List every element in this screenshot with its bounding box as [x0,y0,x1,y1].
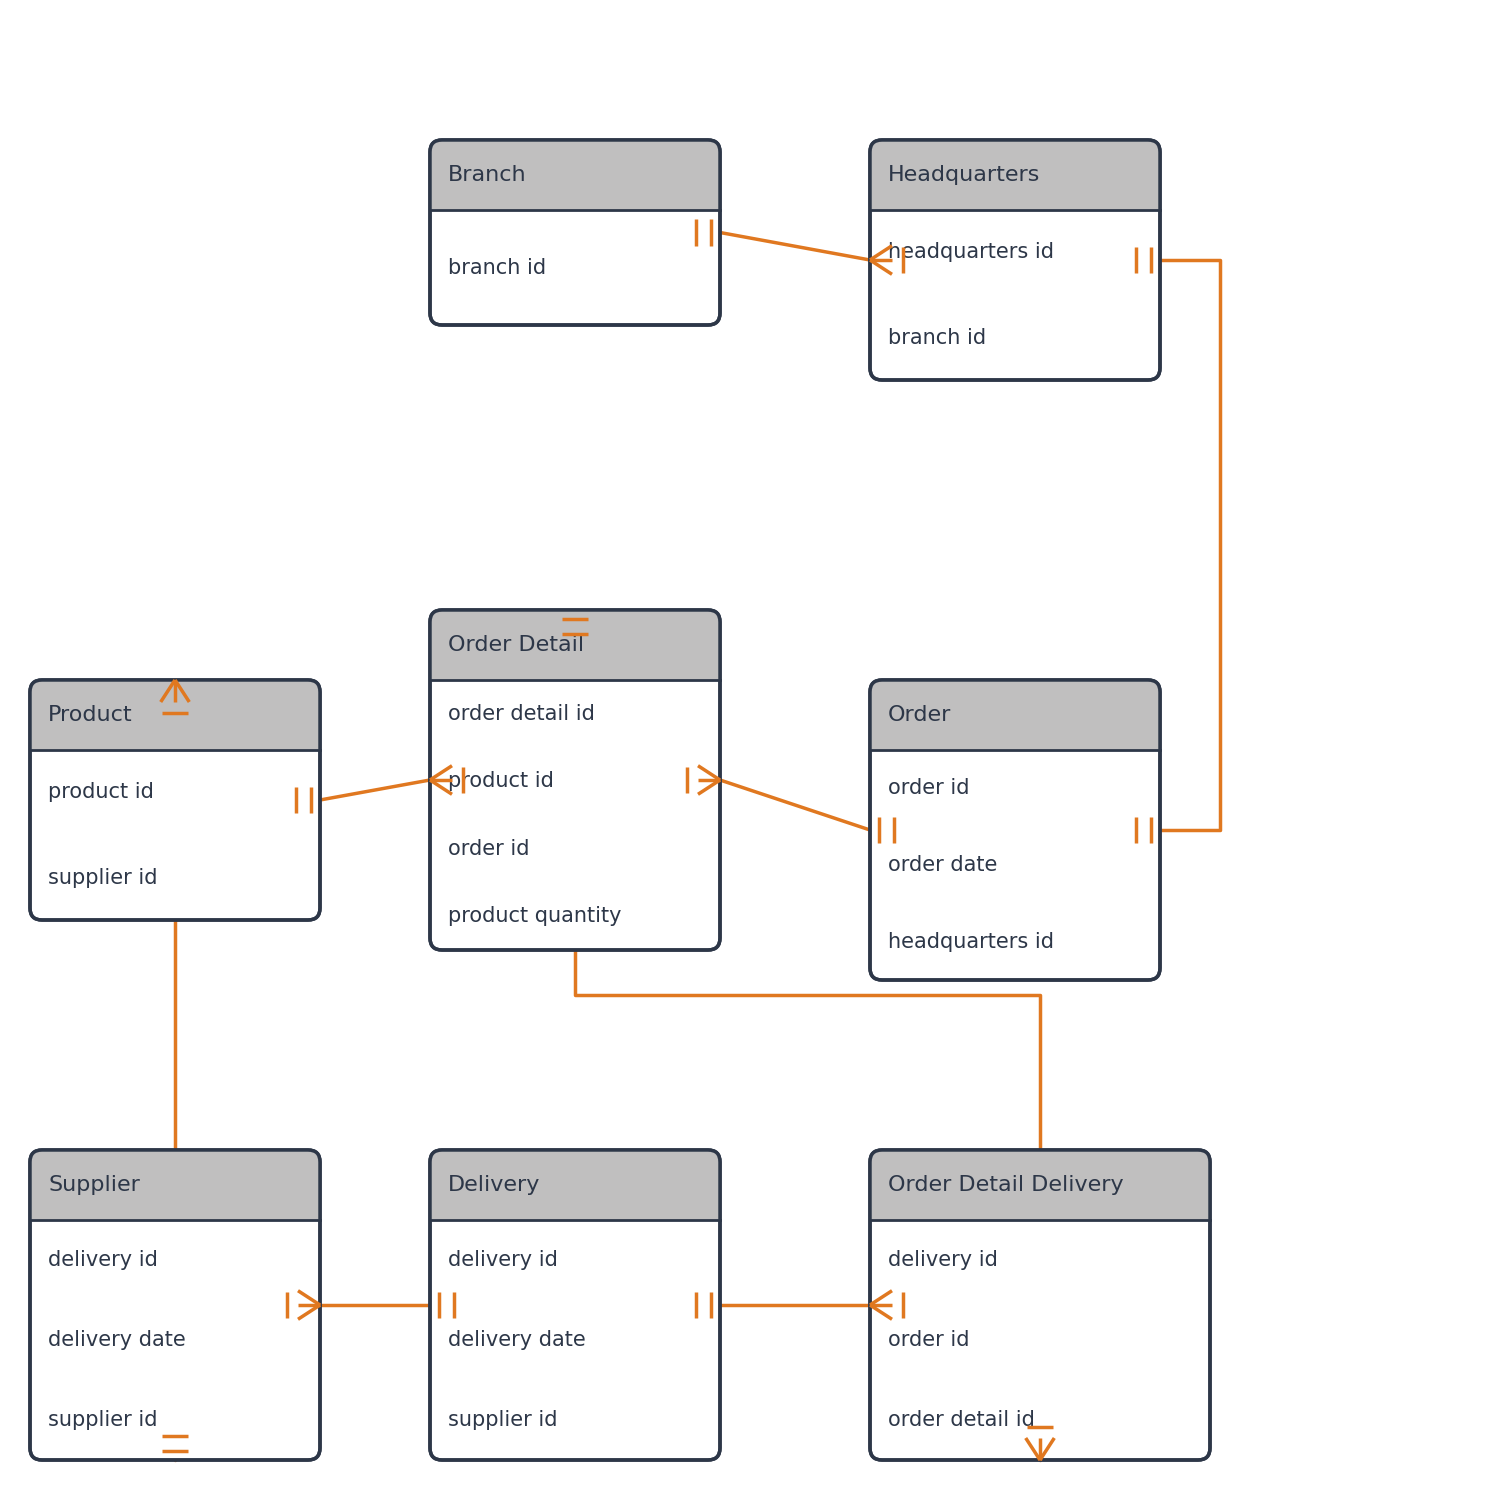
FancyBboxPatch shape [430,1150,720,1460]
Bar [30,692,320,750]
FancyBboxPatch shape [870,1150,1210,1460]
Bar [430,1162,720,1220]
FancyBboxPatch shape [430,610,720,680]
Bar [870,692,1160,750]
FancyBboxPatch shape [30,1150,320,1220]
FancyBboxPatch shape [430,140,720,210]
Text: delivery date: delivery date [48,1330,186,1350]
Text: Headquarters: Headquarters [888,165,1041,184]
FancyBboxPatch shape [430,1150,720,1220]
FancyBboxPatch shape [30,680,320,920]
Text: Product: Product [48,705,132,724]
Text: Branch: Branch [448,165,526,184]
Bar [870,152,1160,210]
FancyBboxPatch shape [30,680,320,750]
Text: order detail id: order detail id [888,1410,1035,1430]
FancyBboxPatch shape [870,680,1160,980]
Text: supplier id: supplier id [48,1410,158,1430]
Bar [430,622,720,680]
Text: Order Detail Delivery: Order Detail Delivery [888,1174,1124,1196]
Text: Delivery: Delivery [448,1174,540,1196]
Text: branch id: branch id [888,327,986,348]
FancyBboxPatch shape [870,140,1160,380]
Text: supplier id: supplier id [48,867,158,888]
Text: delivery date: delivery date [448,1330,585,1350]
FancyBboxPatch shape [430,610,720,950]
Text: product quantity: product quantity [448,906,621,926]
Text: delivery id: delivery id [888,1250,998,1270]
Text: delivery id: delivery id [448,1250,558,1270]
FancyBboxPatch shape [870,1150,1210,1220]
Text: order id: order id [888,778,969,798]
Text: supplier id: supplier id [448,1410,558,1430]
Text: headquarters id: headquarters id [888,243,1054,262]
Text: product id: product id [448,771,554,792]
Bar [870,1162,1210,1220]
Text: headquarters id: headquarters id [888,932,1054,951]
Text: delivery id: delivery id [48,1250,158,1270]
Text: product id: product id [48,783,154,802]
FancyBboxPatch shape [870,140,1160,210]
Text: Supplier: Supplier [48,1174,140,1196]
Text: branch id: branch id [448,258,546,278]
Text: Order: Order [888,705,951,724]
Text: Order Detail: Order Detail [448,634,584,656]
FancyBboxPatch shape [870,680,1160,750]
FancyBboxPatch shape [30,1150,320,1460]
Text: order id: order id [888,1330,969,1350]
Text: order date: order date [888,855,998,874]
Text: order id: order id [448,839,530,858]
Bar [30,1162,320,1220]
Bar [430,152,720,210]
Text: order detail id: order detail id [448,704,596,724]
FancyBboxPatch shape [430,140,720,326]
